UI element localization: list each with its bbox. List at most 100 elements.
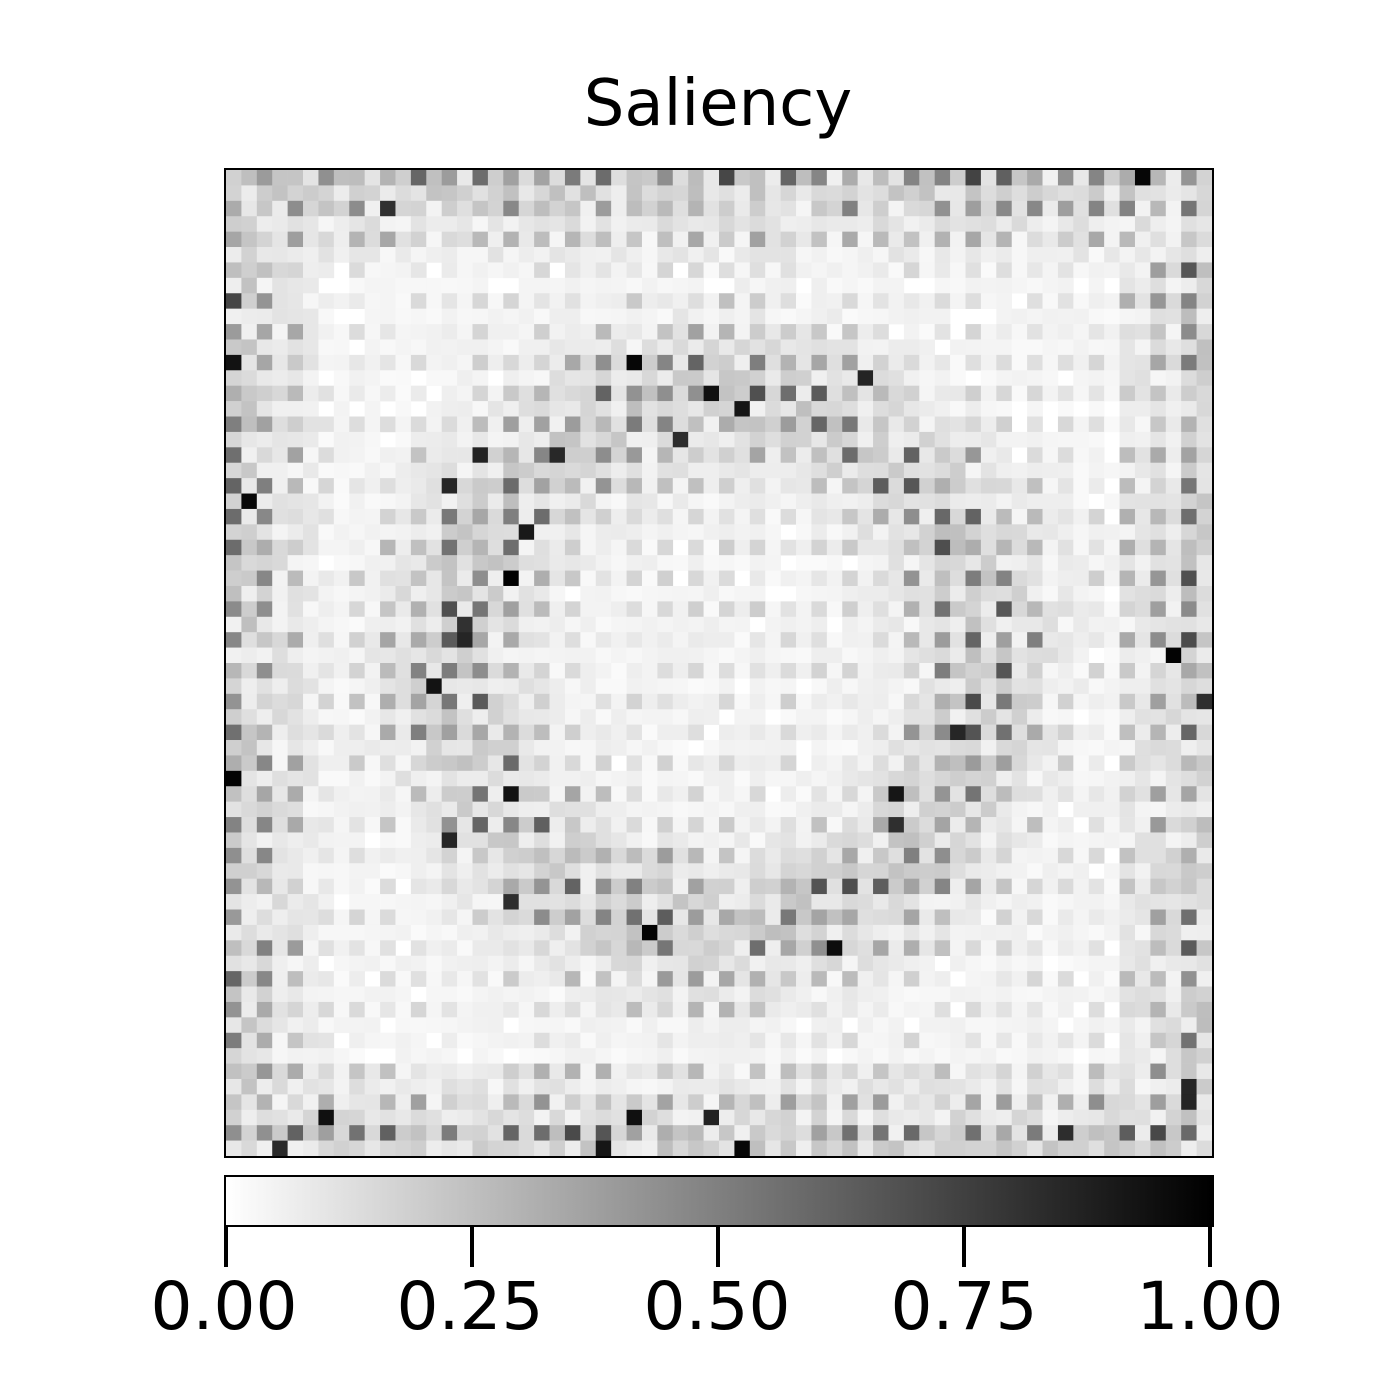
heatmap-cell xyxy=(595,955,612,972)
heatmap-cell xyxy=(842,508,858,525)
heatmap-cell xyxy=(857,1032,874,1049)
heatmap-cell xyxy=(934,324,951,340)
heatmap-cell xyxy=(226,1017,242,1034)
heatmap-cell xyxy=(1011,709,1028,725)
heatmap-cell xyxy=(303,832,319,849)
heatmap-cell xyxy=(1011,755,1028,772)
heatmap-cell xyxy=(1027,401,1043,417)
heatmap-cell xyxy=(657,401,674,417)
heatmap-cell xyxy=(996,585,1013,602)
heatmap-cell xyxy=(780,539,797,556)
heatmap-cell xyxy=(226,170,242,186)
heatmap-cell xyxy=(842,801,858,818)
colorbar-tick-label: 0.75 xyxy=(890,1268,1038,1345)
heatmap-cell xyxy=(903,416,920,433)
heatmap-cell xyxy=(888,755,905,772)
heatmap-cell xyxy=(349,1063,365,1080)
heatmap-cell xyxy=(749,170,766,186)
heatmap-cell xyxy=(857,539,874,556)
heatmap-cell xyxy=(657,616,674,633)
heatmap-cell xyxy=(287,1125,304,1141)
heatmap-cell xyxy=(1104,539,1120,556)
heatmap-cell xyxy=(857,801,874,818)
chart-title: Saliency xyxy=(583,67,853,141)
heatmap-cell xyxy=(703,678,720,695)
heatmap-cell xyxy=(903,262,920,279)
heatmap-cell xyxy=(426,293,442,309)
heatmap-cell xyxy=(626,1094,643,1111)
heatmap-cell xyxy=(1196,216,1212,232)
heatmap-cell xyxy=(719,693,735,710)
heatmap-cell xyxy=(734,817,751,833)
heatmap-cell xyxy=(410,216,427,232)
heatmap-cell xyxy=(272,524,288,541)
heatmap-cell xyxy=(549,740,566,756)
heatmap-cell xyxy=(426,339,442,356)
heatmap-cell xyxy=(1073,755,1090,772)
heatmap-cell xyxy=(749,740,766,756)
heatmap-cell xyxy=(441,585,458,602)
heatmap-cell xyxy=(1104,770,1120,787)
heatmap-cell xyxy=(395,585,412,602)
heatmap-cell xyxy=(1165,740,1182,756)
heatmap-cell xyxy=(364,786,381,802)
heatmap-cell xyxy=(549,647,566,664)
heatmap-cell xyxy=(256,585,273,602)
heatmap-cell xyxy=(395,894,412,910)
heatmap-cell xyxy=(626,262,643,279)
heatmap-cell xyxy=(1057,293,1074,309)
heatmap-cell xyxy=(549,770,566,787)
heatmap-cell xyxy=(1027,370,1043,386)
heatmap-cell xyxy=(333,955,350,972)
heatmap-cell xyxy=(287,401,304,417)
heatmap-cell xyxy=(703,308,720,325)
heatmap-cell xyxy=(796,724,812,741)
heatmap-cell xyxy=(919,354,935,371)
heatmap-cell xyxy=(703,616,720,633)
heatmap-cell xyxy=(349,1140,365,1156)
heatmap-cell xyxy=(564,247,581,263)
heatmap-cell xyxy=(426,894,442,910)
heatmap-cell xyxy=(934,693,951,710)
heatmap-cell xyxy=(534,847,550,864)
heatmap-cell xyxy=(719,447,735,464)
heatmap-cell xyxy=(903,431,920,448)
heatmap-cell xyxy=(549,385,566,402)
heatmap-cell xyxy=(719,308,735,325)
heatmap-cell xyxy=(965,1078,982,1095)
heatmap-cell xyxy=(1027,354,1043,371)
heatmap-cell xyxy=(672,971,689,987)
heatmap-cell xyxy=(996,293,1013,309)
heatmap-cell xyxy=(595,401,612,417)
heatmap-cell xyxy=(518,570,535,587)
heatmap-cell xyxy=(426,1078,442,1095)
heatmap-cell xyxy=(734,863,751,879)
heatmap-cell xyxy=(287,1063,304,1080)
heatmap-cell xyxy=(426,924,442,941)
heatmap-cell xyxy=(672,508,689,525)
heatmap-cell xyxy=(333,170,350,186)
heatmap-cell xyxy=(1150,354,1167,371)
heatmap-cell xyxy=(1150,216,1167,232)
heatmap-cell xyxy=(888,308,905,325)
heatmap-cell xyxy=(1073,663,1090,679)
heatmap-cell xyxy=(934,755,951,772)
heatmap-cell xyxy=(333,647,350,664)
heatmap-cell xyxy=(1165,770,1182,787)
heatmap-cell xyxy=(903,693,920,710)
heatmap-cell xyxy=(672,770,689,787)
heatmap-cell xyxy=(549,663,566,679)
heatmap-cell xyxy=(534,324,550,340)
heatmap-cell xyxy=(595,801,612,818)
heatmap-cell xyxy=(364,709,381,725)
heatmap-cell xyxy=(472,832,489,849)
heatmap-cell xyxy=(1165,447,1182,464)
heatmap-cell xyxy=(796,832,812,849)
heatmap-cell xyxy=(688,570,704,587)
heatmap-cell xyxy=(703,863,720,879)
heatmap-cell xyxy=(826,632,843,648)
heatmap-cell xyxy=(888,339,905,356)
heatmap-cell xyxy=(919,524,935,541)
heatmap-cell xyxy=(441,616,458,633)
heatmap-cell xyxy=(888,863,905,879)
